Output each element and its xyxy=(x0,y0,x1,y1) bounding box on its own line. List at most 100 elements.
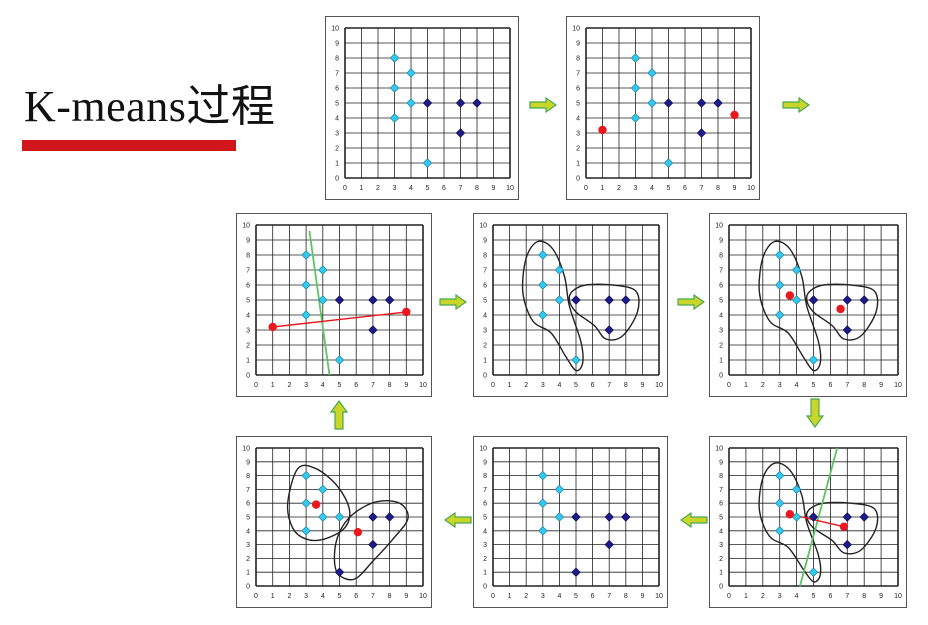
y-tick-label: 9 xyxy=(483,459,487,466)
data-point xyxy=(571,295,581,305)
y-tick-label: 5 xyxy=(335,101,339,108)
data-point xyxy=(663,98,674,108)
x-tick-label: 5 xyxy=(574,593,578,600)
y-tick-label: 5 xyxy=(483,298,487,305)
y-tick-label: 6 xyxy=(246,283,250,290)
x-tick-label: 1 xyxy=(601,185,605,192)
data-point xyxy=(696,98,707,108)
data-point xyxy=(318,265,328,275)
flow-arrow-right xyxy=(782,97,810,113)
y-tick-label: 8 xyxy=(483,473,487,480)
arrow-shape xyxy=(806,398,824,428)
step-panel-8: 0 1 2 3 4 5 6 7 8 9 10 0 1 2 3 4 5 6 7 8 9 10 xyxy=(236,436,432,608)
x-tick-label: 3 xyxy=(393,185,397,192)
x-tick-label: 0 xyxy=(491,593,495,600)
x-tick-label: 8 xyxy=(475,185,479,192)
cluster-outline xyxy=(521,240,584,372)
y-tick-label: 3 xyxy=(335,131,339,138)
step-plot-4: 0 1 2 3 4 5 6 7 8 9 10 0 1 2 3 4 5 6 7 8 9 10 xyxy=(473,213,668,397)
data-point xyxy=(859,512,869,522)
y-tick-label: 9 xyxy=(719,238,723,245)
data-point xyxy=(630,113,641,123)
data-point xyxy=(604,512,614,522)
x-tick-label: 9 xyxy=(404,382,408,389)
cluster-outline xyxy=(805,501,879,555)
centroid-marker xyxy=(268,322,277,332)
data-point xyxy=(538,310,548,320)
y-tick-label: 7 xyxy=(719,487,723,494)
centroid-marker xyxy=(836,304,845,314)
x-tick-label: 9 xyxy=(640,593,644,600)
y-tick-label: 6 xyxy=(719,501,723,508)
y-tick-label: 8 xyxy=(576,56,580,63)
x-tick-label: 0 xyxy=(727,593,731,600)
x-tick-label: 4 xyxy=(650,185,654,192)
data-point xyxy=(368,325,378,335)
x-tick-label: 1 xyxy=(744,382,748,389)
panel-border xyxy=(236,213,432,397)
y-tick-label: 10 xyxy=(715,446,723,453)
x-tick-label: 2 xyxy=(761,382,765,389)
data-point xyxy=(334,512,345,522)
y-tick-label: 4 xyxy=(246,528,250,535)
data-point xyxy=(604,295,614,305)
panel-border xyxy=(236,436,432,608)
flow-arrow-up xyxy=(330,400,348,430)
y-tick-label: 3 xyxy=(719,328,723,335)
x-tick-label: 4 xyxy=(409,185,413,192)
centroid-marker xyxy=(311,500,321,509)
step-panel-2: 0 1 2 3 4 5 6 7 8 9 10 0 1 2 3 4 5 6 7 8 9 10 xyxy=(566,16,760,200)
y-tick-label: 1 xyxy=(483,358,487,365)
flow-arrow-left xyxy=(444,512,472,528)
panel-border xyxy=(473,436,668,608)
x-tick-label: 5 xyxy=(812,382,816,389)
y-tick-label: 4 xyxy=(483,313,487,320)
data-point xyxy=(808,512,819,522)
x-tick-label: 10 xyxy=(655,593,663,600)
x-tick-label: 9 xyxy=(640,382,644,389)
x-tick-label: 10 xyxy=(419,382,427,389)
y-tick-label: 5 xyxy=(576,101,580,108)
slide-title: K-means过程 xyxy=(24,82,276,131)
arrow-shape xyxy=(677,294,705,310)
x-tick-label: 7 xyxy=(371,382,375,389)
x-tick-label: 1 xyxy=(360,185,364,192)
y-tick-label: 3 xyxy=(246,328,250,335)
data-point xyxy=(554,265,565,275)
data-point xyxy=(842,512,852,522)
x-tick-label: 4 xyxy=(321,593,325,600)
y-tick-label: 7 xyxy=(246,268,250,275)
data-point xyxy=(604,539,614,550)
data-point xyxy=(775,526,785,536)
data-point xyxy=(842,539,852,550)
step-plot-5: 0 1 2 3 4 5 6 7 8 9 10 0 1 2 3 4 5 6 7 8 9 10 xyxy=(709,213,907,397)
x-tick-label: 6 xyxy=(442,185,446,192)
cluster-outline xyxy=(805,283,879,341)
x-tick-label: 3 xyxy=(778,382,782,389)
y-tick-label: 2 xyxy=(719,343,723,350)
y-tick-label: 7 xyxy=(719,268,723,275)
step-panel-6: 0 1 2 3 4 5 6 7 8 9 10 0 1 2 3 4 5 6 7 8 9 10 xyxy=(709,436,907,608)
y-tick-label: 2 xyxy=(483,556,487,563)
arrow-shape xyxy=(444,512,472,528)
step-panel-7: 0 1 2 3 4 5 6 7 8 9 10 0 1 2 3 4 5 6 7 8 9 10 xyxy=(473,436,668,608)
x-tick-label: 4 xyxy=(557,593,561,600)
data-point xyxy=(472,98,482,108)
y-tick-label: 1 xyxy=(719,570,723,577)
y-tick-label: 3 xyxy=(719,542,723,549)
x-tick-label: 3 xyxy=(778,593,782,600)
data-point xyxy=(775,250,785,260)
grid xyxy=(255,224,424,376)
centroid-marker xyxy=(598,125,607,135)
data-point xyxy=(713,98,723,108)
y-tick-label: 6 xyxy=(246,501,250,508)
x-tick-label: 8 xyxy=(388,593,392,600)
y-tick-label: 4 xyxy=(719,313,723,320)
data-point xyxy=(538,526,548,536)
x-tick-label: 3 xyxy=(304,593,308,600)
data-point xyxy=(621,512,631,522)
y-tick-label: 2 xyxy=(719,556,723,563)
x-tick-label: 4 xyxy=(321,382,325,389)
x-tick-label: 8 xyxy=(716,185,720,192)
data-point xyxy=(630,53,641,63)
